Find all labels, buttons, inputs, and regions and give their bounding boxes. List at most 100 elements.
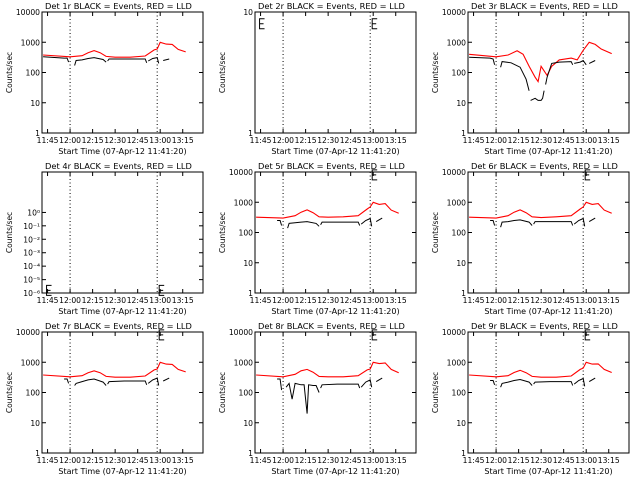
x-tick-label: 13:15 [385,296,407,305]
x-axis-label: Start Time (07-Apr-12 11:41:20) [271,147,399,156]
y-tick-label: 10 [30,99,40,108]
x-tick-label: 13:00 [575,456,597,465]
y-tick-label: 10⁻¹ [23,222,40,231]
chart-title: Det 6r BLACK = Events, RED = LLD [471,161,618,171]
x-tick-label: 11:45 [250,136,272,145]
chart-title: Det 1r BLACK = Events, RED = LLD [45,1,192,11]
x-tick-label: 13:15 [598,296,620,305]
series-events-line [107,58,148,63]
x-axis-label: Start Time (07-Apr-12 11:41:20) [271,307,399,316]
x-tick-label: 13:00 [362,136,384,145]
plot-frame [254,11,417,134]
series-events-line [469,56,496,65]
plot-frame [467,171,630,294]
series-events-line [490,380,496,385]
x-tick-label: 13:00 [362,456,384,465]
x-tick-label: 13:00 [149,456,171,465]
bracket-mark [371,18,378,30]
chart-title: Det 2r BLACK = Events, RED = LLD [258,1,405,11]
chart-title: Det 9r BLACK = Events, RED = LLD [471,321,618,331]
y-axis-label: Counts/sec [5,212,14,253]
x-tick-label: 11:45 [37,456,59,465]
y-tick-label: 10⁻³ [23,249,40,258]
x-tick-label: 12:30 [530,456,552,465]
series-events-line [43,56,70,63]
y-axis-label: Counts/sec [431,212,440,253]
y-tick-label: 100 [26,69,41,78]
x-tick-label: 12:45 [127,296,149,305]
series-events-line [64,378,70,384]
chart-title: Det 5r BLACK = Events, RED = LLD [258,161,405,171]
x-tick-label: 13:00 [149,136,171,145]
x-tick-label: 12:30 [530,136,552,145]
y-tick-label: 1 [248,289,253,298]
x-tick-label: 12:30 [317,456,339,465]
x-tick-label: 12:00 [59,136,81,145]
y-tick-label: 10⁻² [23,235,40,244]
series-events-line [500,378,533,388]
series-events-line [588,60,596,64]
x-tick-label: 12:45 [553,456,575,465]
x-tick-label: 12:45 [127,136,149,145]
series-events-line [360,217,373,227]
x-axis-label: Start Time (07-Apr-12 11:41:20) [484,467,612,476]
y-tick-label: 10⁻⁵ [23,276,40,285]
x-tick-label: 12:45 [127,456,149,465]
series-lld-line [43,41,186,58]
series-events-line [162,377,170,382]
chart-panel-det-5: Det 5r BLACK = Events, RED = LLD 11:45 12:… [218,161,417,316]
y-tick-label: 1000 [447,358,466,367]
x-axis-label: Start Time (07-Apr-12 11:41:20) [484,147,612,156]
series-events-line [107,380,148,385]
y-tick-label: 10000 [229,168,253,177]
series-events-line [574,59,587,66]
x-tick-label: 12:15 [508,456,530,465]
y-tick-label: 1 [248,129,253,138]
x-tick-label: 12:15 [508,136,530,145]
x-tick-label: 13:15 [172,296,194,305]
bracket-mark [158,284,165,296]
y-tick-label: 10000 [16,328,40,337]
series-events-line [147,377,160,386]
y-axis-label: Counts/sec [218,372,227,413]
series-lld-line [469,201,612,219]
y-tick-label: 10 [243,259,253,268]
y-tick-label: 10000 [229,328,253,337]
x-tick-label: 12:45 [340,296,362,305]
x-tick-label: 12:00 [485,136,507,145]
y-tick-label: 10000 [442,328,466,337]
chart-title: Det 3r BLACK = Events, RED = LLD [471,1,618,11]
x-axis-label: Start Time (07-Apr-12 11:41:20) [58,147,186,156]
x-axis-label: Start Time (07-Apr-12 11:41:20) [58,467,186,476]
series-events-line [277,378,283,391]
x-tick-label: 13:15 [385,136,407,145]
x-tick-label: 11:45 [250,296,272,305]
y-tick-label: 10⁰ [27,208,40,217]
y-tick-label: 10⁻⁴ [23,262,40,271]
x-tick-label: 11:45 [37,296,59,305]
x-tick-label: 11:45 [463,296,485,305]
plot-frame [254,331,417,454]
series-events-line [375,377,383,383]
x-tick-label: 11:45 [37,136,59,145]
y-tick-label: 1000 [234,198,253,207]
x-tick-label: 13:00 [149,296,171,305]
series-events-line [588,217,596,223]
plot-frame [41,171,204,294]
x-tick-label: 13:15 [172,456,194,465]
series-events-line [573,377,586,387]
series-lld-line [469,361,612,378]
y-tick-label: 100 [452,389,467,398]
y-tick-label: 100 [452,69,467,78]
series-events-line [74,378,107,386]
x-tick-label: 13:15 [385,456,407,465]
y-tick-label: 1000 [447,198,466,207]
x-tick-label: 12:15 [82,456,104,465]
y-tick-label: 1 [461,449,466,458]
series-events-line [490,220,496,226]
